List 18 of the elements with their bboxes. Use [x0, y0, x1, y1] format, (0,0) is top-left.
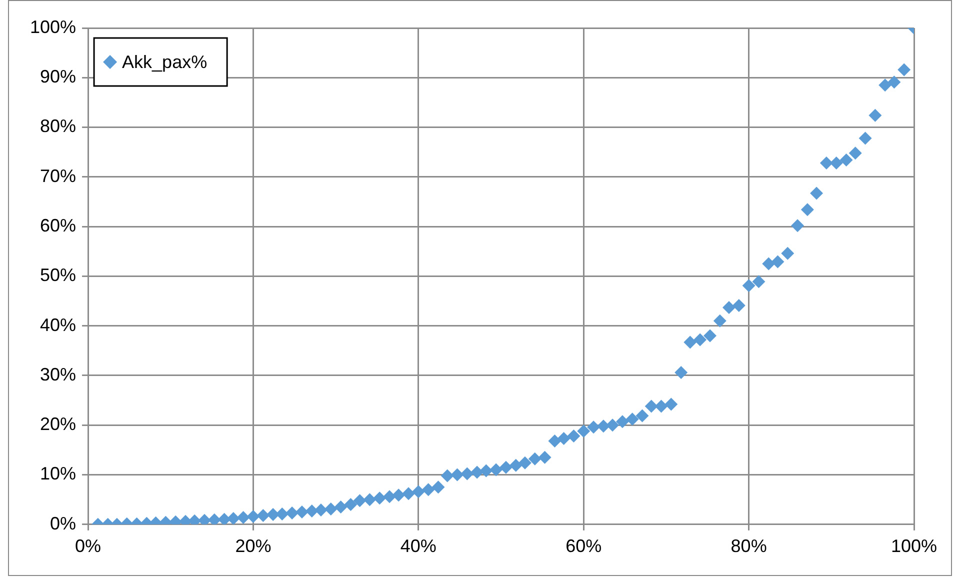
x-tick-label: 20%: [235, 536, 272, 556]
y-tick-label: 70%: [40, 166, 76, 186]
x-tick-label: 40%: [400, 536, 436, 556]
x-tick-label: 80%: [730, 536, 767, 556]
y-tick-label: 90%: [40, 66, 76, 87]
y-tick-label: 20%: [40, 414, 76, 434]
legend-label: Akk_pax%: [122, 52, 208, 72]
y-tick-label: 50%: [40, 265, 76, 286]
y-tick-label: 60%: [40, 216, 76, 236]
y-tick-label: 100%: [30, 16, 76, 37]
y-tick-label: 80%: [40, 116, 76, 136]
x-tick-label: 0%: [75, 536, 102, 556]
y-tick-label: 40%: [40, 314, 76, 335]
y-tick-label: 30%: [40, 364, 76, 384]
x-tick-label: 100%: [890, 536, 938, 556]
x-tick-label: 60%: [566, 536, 602, 556]
y-tick-label: 10%: [40, 464, 76, 484]
y-tick-label: 0%: [50, 513, 76, 534]
